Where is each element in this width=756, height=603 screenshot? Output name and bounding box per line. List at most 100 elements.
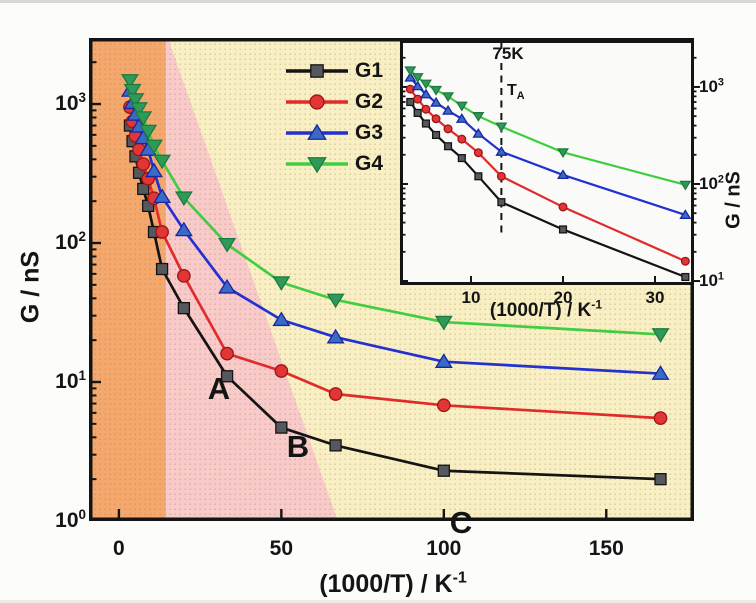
series-G3-marker [442, 104, 455, 115]
series-G1-marker [457, 154, 466, 163]
series-G1-marker [275, 421, 288, 434]
legend-marker-glyph [307, 156, 327, 173]
series-G2-marker [431, 114, 441, 124]
legend-marker-glyph [309, 93, 325, 110]
series-G4-marker [434, 315, 453, 331]
series-G2-marker [496, 171, 506, 181]
top-border [0, 0, 756, 3]
series-G2-marker [274, 364, 289, 378]
series-G4-marker [139, 124, 158, 140]
inset-x-tick-label: 10 [461, 288, 481, 307]
series-G1-marker [432, 130, 441, 140]
region-label-c: C [449, 505, 473, 540]
series-G3-marker [419, 88, 432, 99]
series-G4-marker [411, 73, 424, 83]
legend-item-G1: G1 [284, 55, 383, 86]
series-G4-marker [272, 276, 291, 291]
series-G2-marker [413, 94, 423, 104]
series-G2-marker [473, 148, 483, 158]
legend-marker-G2 [286, 93, 348, 110]
series-G3-marker [218, 278, 237, 294]
legend-item-G3: G3 [284, 117, 383, 148]
legend: G1 G2 G3 G4 [284, 55, 383, 179]
series-G2-marker [421, 104, 431, 114]
legend-marker-G1 [286, 63, 348, 78]
main-x-tick-label: 50 [269, 537, 294, 560]
inset-plot-frame [400, 40, 694, 285]
main-y-tick-label: 103 [55, 90, 86, 116]
series-G4-marker [218, 237, 237, 253]
legend-label-G2: G2 [355, 89, 384, 113]
series-G2-marker [155, 225, 169, 239]
legend-item-G2: G2 [284, 86, 383, 117]
series-G3-marker [557, 169, 569, 180]
series-G1-marker [654, 473, 667, 486]
main-y-tick-label: 102 [55, 229, 86, 254]
series-G4-marker [557, 148, 569, 159]
series-G3-marker [651, 365, 670, 380]
main-y-axis-label: G / nS [16, 250, 45, 324]
series-G1-marker [437, 464, 450, 477]
inset-plot-svg [400, 40, 700, 285]
series-G4-marker [404, 66, 417, 77]
series-G3-marker [326, 328, 345, 344]
inset-y-tick-label: 101 [699, 270, 724, 291]
series-G3-marker [411, 80, 424, 91]
series-G4-marker [120, 74, 139, 89]
series-G1-marker [329, 439, 342, 452]
series-G3-marker [455, 113, 468, 123]
legend-label-G1: G1 [355, 58, 384, 82]
series-G4-marker [419, 79, 432, 90]
series-G4-marker [472, 112, 485, 122]
series-G4-marker [123, 83, 142, 99]
series-G4-marker [430, 85, 443, 96]
series-G1-marker [155, 262, 169, 276]
series-G1-marker [474, 172, 483, 181]
inset-x-axis-label: (1000/T) / K-1 [489, 297, 603, 321]
series-G4-marker [145, 139, 163, 155]
series-G1-marker [497, 198, 506, 207]
series-G1-marker [406, 97, 415, 107]
series-G2-line [409, 88, 687, 263]
main-x-tick-label: 0 [113, 537, 125, 560]
series-G4-marker [153, 154, 172, 170]
series-G4-marker [326, 293, 345, 309]
legend-marker-G4 [286, 156, 348, 173]
series-G1-marker [421, 119, 431, 128]
region-label-b: B [286, 429, 310, 464]
inset-y-axis-label: G / nS [722, 171, 745, 229]
series-G3-marker [272, 311, 291, 327]
region-label-a: A [207, 371, 231, 406]
legend-marker-G3 [286, 123, 348, 140]
bottom-border [0, 600, 756, 603]
main-x-tick-label: 100 [426, 537, 462, 560]
series-G3-marker [495, 146, 508, 156]
series-G2-marker [653, 411, 668, 425]
series-G2-marker [443, 124, 453, 134]
series-G3-marker [434, 353, 453, 368]
main-y-tick-label: 101 [55, 368, 86, 393]
series-G4-marker [174, 191, 193, 207]
inset-plot: 75K TA [400, 40, 700, 285]
series-G2-marker [177, 269, 191, 283]
inset-temperature-annotation: 75K [492, 44, 524, 63]
legend-marker-glyph [310, 63, 324, 78]
series-G1-marker [413, 108, 422, 117]
series-G1-marker [443, 142, 453, 151]
series-G4-marker [134, 111, 153, 126]
series-G3-marker [472, 127, 485, 138]
series-G4-marker [455, 101, 468, 112]
main-y-tick-label: 100 [55, 507, 86, 532]
series-G3-marker [679, 209, 692, 220]
inset-y-tick-label: 102 [699, 173, 724, 193]
transition-subscript: A [516, 90, 525, 103]
inset-x-tick-label: 20 [553, 288, 573, 307]
series-G3-marker [404, 71, 417, 82]
legend-marker-glyph [307, 123, 327, 140]
legend-item-G4: G4 [284, 148, 383, 179]
series-G1-line [409, 100, 687, 279]
inset-transition-annotation: TA [507, 82, 525, 103]
inset-y-tick-label: 103 [699, 76, 724, 96]
legend-label-G3: G3 [355, 120, 384, 144]
